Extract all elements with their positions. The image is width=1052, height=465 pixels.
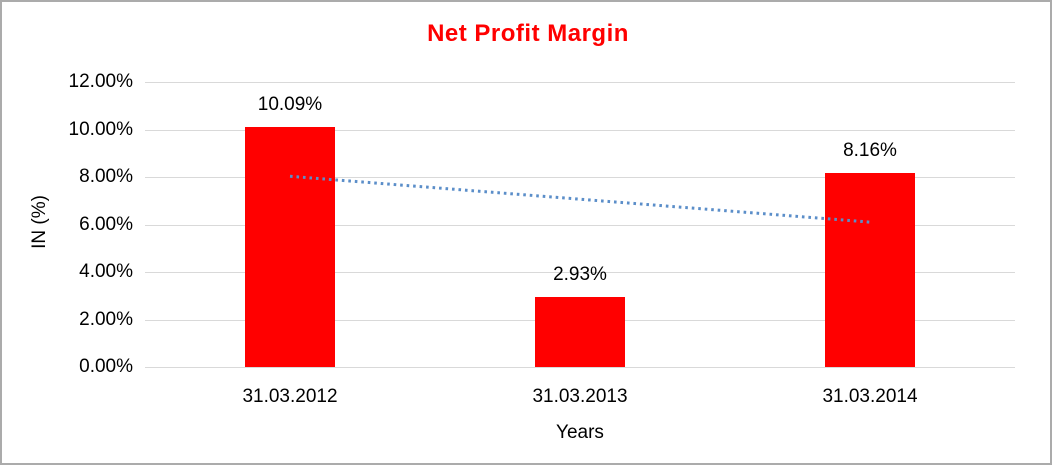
y-tick-label: 12.00% bbox=[68, 71, 133, 92]
gridline bbox=[145, 177, 1015, 178]
y-tick-label: 6.00% bbox=[79, 213, 133, 235]
bar-31.03.2012 bbox=[245, 127, 335, 367]
gridline bbox=[145, 82, 1015, 83]
bar-value-label: 8.16% bbox=[843, 140, 897, 162]
gridline bbox=[145, 129, 1015, 131]
chart-title: Net Profit Margin bbox=[427, 20, 629, 47]
gridline bbox=[145, 224, 1015, 226]
y-tick-label: 2.00% bbox=[79, 308, 133, 330]
x-category-label: 31.03.2012 bbox=[242, 386, 338, 407]
x-category-label: 31.03.2014 bbox=[822, 386, 918, 407]
bar-value-label: 10.09% bbox=[257, 94, 323, 116]
bar-31.03.2014 bbox=[825, 173, 915, 367]
y-tick-label: 10.00% bbox=[68, 118, 133, 140]
gridline bbox=[145, 272, 1015, 273]
y-tick-label: 0.00% bbox=[79, 356, 133, 377]
x-axis-title: Years bbox=[556, 422, 604, 443]
y-tick-label: 4.00% bbox=[79, 261, 133, 282]
y-tick-label: 8.00% bbox=[79, 166, 133, 187]
bar-31.03.2013 bbox=[535, 297, 625, 367]
plot-area: 10.09% 2.93% 8.16% bbox=[145, 82, 1015, 368]
gridline bbox=[145, 367, 1015, 368]
bar-value-label: 2.93% bbox=[553, 264, 607, 286]
trendline bbox=[289, 174, 871, 224]
x-category-label: 31.03.2013 bbox=[532, 386, 628, 407]
